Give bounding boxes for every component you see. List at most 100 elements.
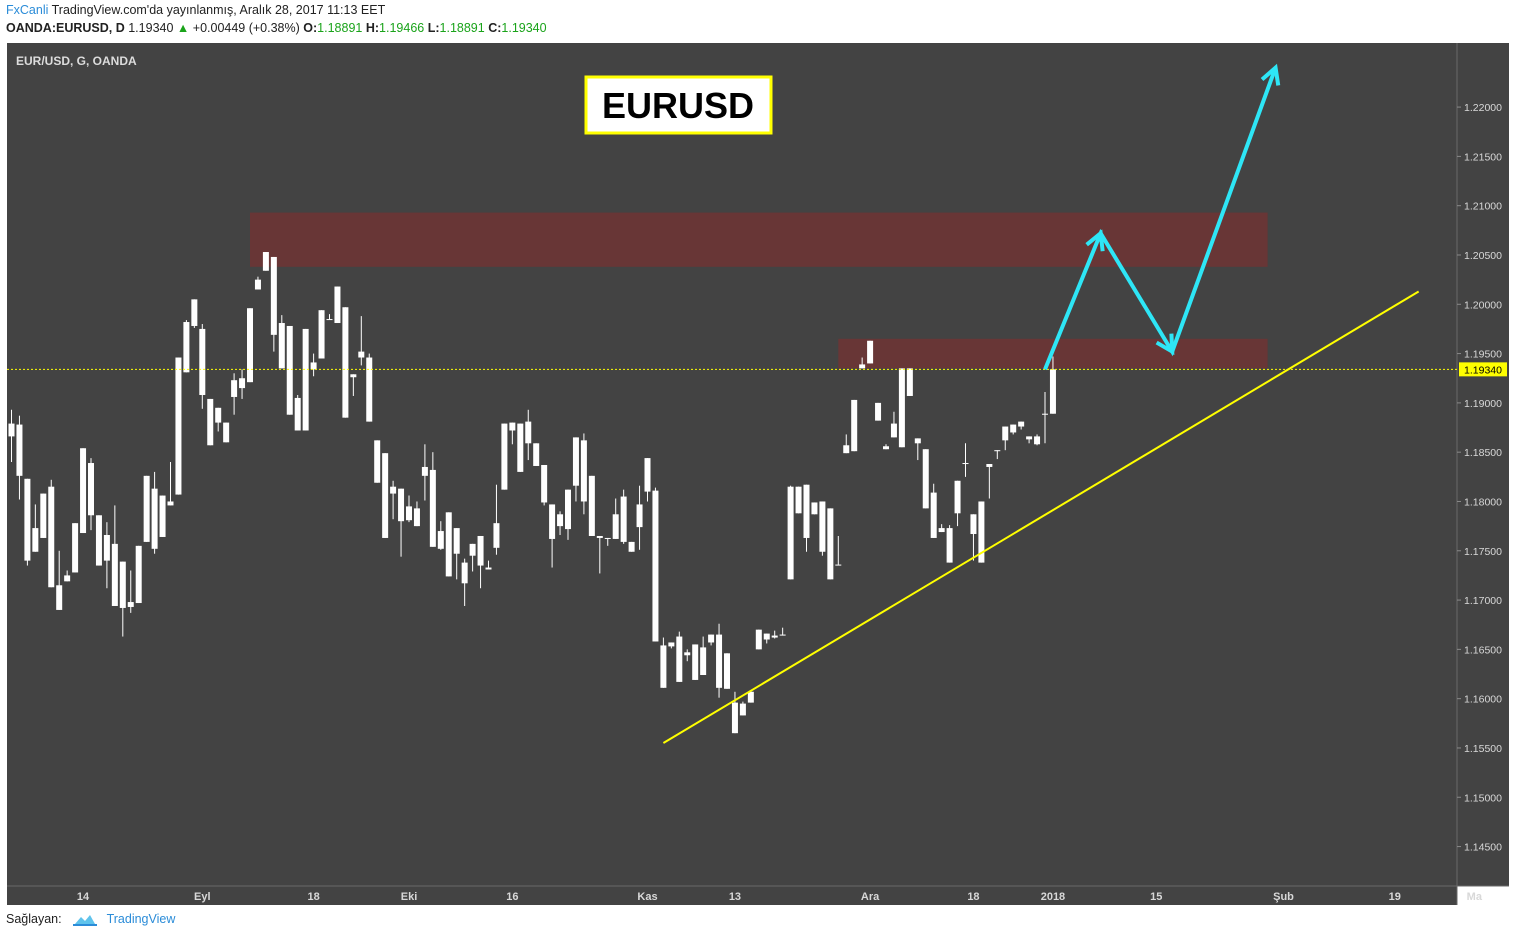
candle-body	[119, 561, 126, 608]
price-tick-label: 1.22000	[1464, 102, 1502, 114]
candle-body	[875, 402, 882, 421]
candle-body	[143, 475, 150, 542]
candle-body	[302, 328, 309, 431]
candle-body	[32, 528, 39, 552]
candle-body	[962, 463, 969, 465]
candle-body	[286, 325, 293, 415]
candle-body	[326, 319, 333, 321]
footer: Sağlayan: TradingView	[6, 912, 175, 927]
candle-body	[485, 567, 492, 570]
candle-body	[890, 423, 897, 438]
time-tick-label: 19	[1389, 891, 1401, 903]
candle-body	[676, 636, 683, 682]
candle-body	[1049, 369, 1056, 414]
time-tick-labels: 14 Eyl 18 Eki 16 Kas 13 Ara 18 2018 15 Şub 19 Ma	[77, 891, 1483, 903]
candle-body	[215, 407, 222, 423]
candle-body	[501, 423, 508, 490]
support-trendline	[662, 290, 1420, 744]
candle-body	[843, 445, 850, 454]
close-value: 1.19340	[501, 21, 547, 35]
candle-body	[390, 486, 397, 494]
candle-body	[938, 528, 945, 533]
plot-area[interactable]	[7, 43, 1457, 886]
price-chart[interactable]: 1.22000 1.21500 1.21000 1.20500 1.20000 1.195…	[0, 42, 1515, 906]
candle-body	[604, 537, 611, 539]
candle-body	[239, 378, 246, 389]
candle-body	[48, 486, 55, 588]
tradingview-logo-icon	[73, 914, 98, 926]
title-badge: EURUSD	[584, 75, 773, 135]
price-change: +0.00449 (+0.38%)	[192, 21, 300, 35]
candle-body	[747, 691, 754, 703]
time-tick-label: 18	[967, 891, 979, 903]
candle-body	[612, 514, 619, 539]
candle-body	[978, 501, 985, 563]
candle-body	[755, 629, 762, 650]
candle-body	[827, 508, 834, 580]
candle-body	[580, 440, 587, 502]
price-axis[interactable]	[1457, 43, 1509, 886]
chart-header: FxCanli TradingView.com'da yayınlanmış, …	[0, 0, 1515, 42]
candle-body	[40, 493, 47, 538]
candle-body	[8, 423, 15, 437]
candle-body	[191, 299, 198, 326]
time-tick-label: Kas	[637, 891, 657, 903]
candle-body	[1034, 436, 1041, 445]
last-price: 1.19340	[128, 21, 174, 35]
candle-body	[199, 328, 206, 395]
provider-label: Sağlayan:	[6, 912, 62, 926]
price-tick-label: 1.16500	[1464, 644, 1502, 656]
price-tick-label: 1.16000	[1464, 694, 1502, 706]
candle-body	[970, 514, 977, 535]
candle-body	[708, 634, 715, 643]
candle-body	[644, 458, 651, 492]
candle-body	[278, 323, 285, 369]
time-tick-label: 18	[307, 891, 319, 903]
candle-body	[652, 490, 659, 642]
candle-body	[95, 515, 102, 566]
time-tick-label: 14	[77, 891, 90, 903]
time-axis[interactable]	[7, 886, 1457, 905]
candle-body	[103, 534, 110, 561]
candle-body	[811, 502, 818, 515]
candle-body	[183, 322, 190, 373]
candle-body	[668, 642, 675, 647]
instrument-label: EUR/USD, G, OANDA	[16, 54, 137, 68]
candle-body	[127, 602, 134, 607]
open-label: O:	[303, 21, 318, 35]
candle-body	[557, 514, 564, 527]
author-name[interactable]: FxCanli	[6, 3, 49, 17]
candle-body	[787, 486, 794, 580]
price-tick-label: 1.18000	[1464, 496, 1502, 508]
drawings	[7, 63, 1457, 744]
candle-body	[262, 252, 269, 271]
candle-body	[883, 446, 889, 450]
candle-body	[111, 543, 118, 606]
low-label: L:	[427, 21, 440, 35]
price-tick-labels: 1.22000 1.21500 1.21000 1.20500 1.20000 1.195…	[1457, 102, 1502, 854]
candle-body	[525, 421, 532, 444]
price-tick-label: 1.19000	[1464, 398, 1502, 410]
candle-body	[64, 575, 71, 582]
candle-body	[254, 279, 261, 290]
candle-body	[366, 357, 373, 422]
candle-body	[318, 310, 325, 359]
candle-body	[429, 469, 436, 547]
price-tick-label: 1.17000	[1464, 595, 1502, 607]
price-tick-label: 1.21500	[1464, 151, 1502, 163]
price-tick-label: 1.15500	[1464, 743, 1502, 755]
candle-body	[946, 528, 953, 563]
candle-body	[135, 545, 142, 604]
candle-body	[922, 449, 929, 509]
candle-body	[231, 380, 238, 397]
projection-path	[1043, 66, 1278, 371]
price-tick-label: 1.17500	[1464, 546, 1502, 558]
candle-body	[565, 489, 571, 530]
time-tick-label: 13	[729, 891, 741, 903]
provider-link[interactable]: TradingView	[106, 912, 176, 926]
candle-body	[207, 398, 214, 446]
current-price-box	[1459, 362, 1507, 377]
candle-body	[421, 466, 428, 476]
candle-body	[914, 438, 921, 444]
candle-body	[382, 453, 389, 538]
